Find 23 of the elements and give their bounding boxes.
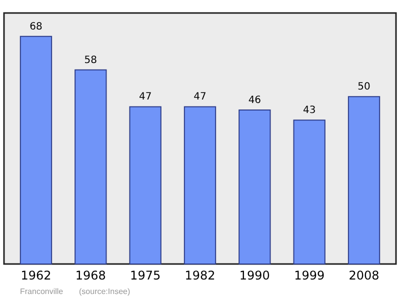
- data-label: 68: [30, 21, 42, 32]
- data-label: 47: [194, 92, 206, 103]
- x-tick-label: 1962: [20, 268, 52, 282]
- text: Franconville: [20, 287, 64, 296]
- data-label: 58: [84, 54, 98, 66]
- bar: [293, 120, 326, 264]
- x-tick-label: 2008: [348, 268, 380, 282]
- bar: [74, 69, 107, 264]
- x-tick-label: 1982: [184, 268, 216, 282]
- x-tick-label: 1990: [239, 268, 270, 282]
- bar: [129, 106, 162, 264]
- data-label: 50: [358, 82, 370, 93]
- text: (source:Insee): [79, 287, 130, 296]
- bar: [238, 110, 271, 264]
- bar: [20, 36, 52, 264]
- data-label: 46: [248, 95, 262, 106]
- bar: [184, 106, 216, 264]
- data-label: 47: [138, 92, 152, 103]
- x-tick-label: 1999: [294, 268, 325, 282]
- x-tick-label: 1975: [130, 268, 161, 282]
- x-tick-label: 1968: [75, 268, 106, 282]
- bar: [348, 96, 380, 264]
- data-label: 43: [302, 105, 316, 116]
